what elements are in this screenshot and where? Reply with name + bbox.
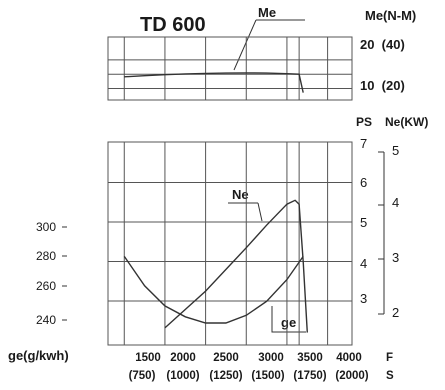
x-tick-2000: 2000: [170, 352, 196, 364]
curves-layer: [123, 72, 308, 333]
kw-tick-4: 4: [392, 195, 399, 210]
ps-tick-4: 4: [360, 256, 367, 271]
me-axis-label: Me(N-M): [365, 8, 416, 23]
grid-layer: [107, 36, 353, 346]
x-sub-1000: (1000): [166, 370, 199, 382]
me-tick-20: 20 (40): [360, 37, 405, 52]
ps-tick-6: 6: [360, 175, 367, 190]
ge-tick-240: 240: [36, 313, 56, 327]
ge-curve: [123, 255, 304, 324]
x-letter-f: F: [386, 352, 393, 364]
ps-axis-label: PS: [356, 115, 372, 129]
ne-label-leader: [257, 202, 263, 222]
axis-ticks-layer: [62, 151, 385, 321]
x-tick-2500: 2500: [213, 352, 239, 364]
ge-tick-280: 280: [36, 249, 56, 263]
ne-series-label: Ne: [232, 187, 249, 202]
ge-tick-300: 300: [36, 220, 56, 234]
x-tick-4000: 4000: [336, 352, 362, 364]
x-sub-1500: (1500): [251, 370, 284, 382]
x-sub-2000: (2000): [335, 370, 368, 382]
x-sub-750: (750): [129, 370, 156, 382]
kw-tick-3: 3: [392, 250, 399, 265]
ps-tick-5: 5: [360, 215, 367, 230]
ge-axis-label: ge(g/kwh): [8, 348, 69, 363]
x-tick-1500: 1500: [135, 352, 161, 364]
ps-tick-7: 7: [360, 136, 367, 151]
x-tick-3000: 3000: [258, 352, 284, 364]
x-sub-1750: (1750): [293, 370, 326, 382]
chart-title: TD 600: [140, 14, 206, 36]
me-tick-10: 10 (20): [360, 78, 405, 93]
top-panel-frame: [107, 36, 353, 101]
ge-series-label: ge: [281, 315, 296, 330]
me-curve: [124, 72, 304, 93]
me-label-leader: [233, 19, 257, 71]
x-tick-3500: 3500: [297, 352, 323, 364]
bottom-panel-frame: [107, 141, 353, 346]
kw-tick-2: 2: [392, 305, 399, 320]
kw-axis-label: Ne(KW): [385, 115, 428, 129]
kw-tick-5: 5: [392, 143, 399, 158]
x-letter-s: S: [386, 370, 394, 382]
ge-tick-260: 260: [36, 279, 56, 293]
me-series-label: Me: [258, 5, 276, 20]
ge-label-leader: [271, 306, 306, 333]
ps-tick-3: 3: [360, 291, 367, 306]
x-sub-1250: (1250): [209, 370, 242, 382]
ne-curve: [164, 199, 308, 333]
